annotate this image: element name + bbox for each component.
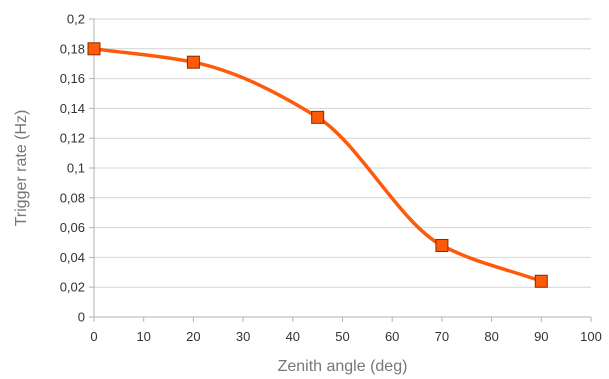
x-tick-label: 50 — [335, 329, 349, 344]
data-point-marker — [311, 110, 325, 124]
grid-lines — [94, 18, 591, 318]
y-tick-label: 0 — [78, 310, 85, 325]
data-point-marker — [186, 55, 200, 69]
x-tick-label: 40 — [286, 329, 300, 344]
y-tick-label: 0,14 — [60, 101, 85, 116]
x-tick-label: 30 — [236, 329, 250, 344]
y-axis-title: Trigger rate (Hz) — [13, 110, 30, 227]
y-tick-label: 0,08 — [60, 190, 85, 205]
x-tick-label: 100 — [580, 329, 602, 344]
series-layer — [87, 42, 548, 288]
y-tick-label: 0,06 — [60, 220, 85, 235]
x-tick-label: 80 — [484, 329, 498, 344]
y-tick-label: 0,1 — [67, 161, 85, 176]
x-tick-label: 60 — [385, 329, 399, 344]
y-tick-label: 0,04 — [60, 250, 85, 265]
data-point-marker — [435, 238, 449, 252]
series-line — [92, 47, 544, 283]
y-tick-label: 0,18 — [60, 41, 85, 56]
y-tick-labels: 0 0,02 0,04 0,06 0,08 0,1 0,12 0,14 0,16 0,18 0,2 — [60, 12, 85, 325]
x-tick-label: 90 — [534, 329, 548, 344]
x-tick-label: 0 — [90, 329, 97, 344]
y-tick-label: 0,12 — [60, 131, 85, 146]
y-tick-label: 0,2 — [67, 12, 85, 27]
x-tick-label: 20 — [186, 329, 200, 344]
y-tick-label: 0,16 — [60, 71, 85, 86]
x-tick-labels: 0 10 20 30 40 50 60 70 80 90 100 — [90, 329, 601, 344]
x-tick-label: 70 — [435, 329, 449, 344]
data-point-marker — [87, 42, 101, 56]
data-point-marker — [534, 274, 548, 288]
y-tick-label: 0,02 — [60, 280, 85, 295]
axes — [89, 18, 592, 322]
x-axis-title: Zenith angle (deg) — [278, 358, 408, 375]
x-tick-label: 10 — [136, 329, 150, 344]
